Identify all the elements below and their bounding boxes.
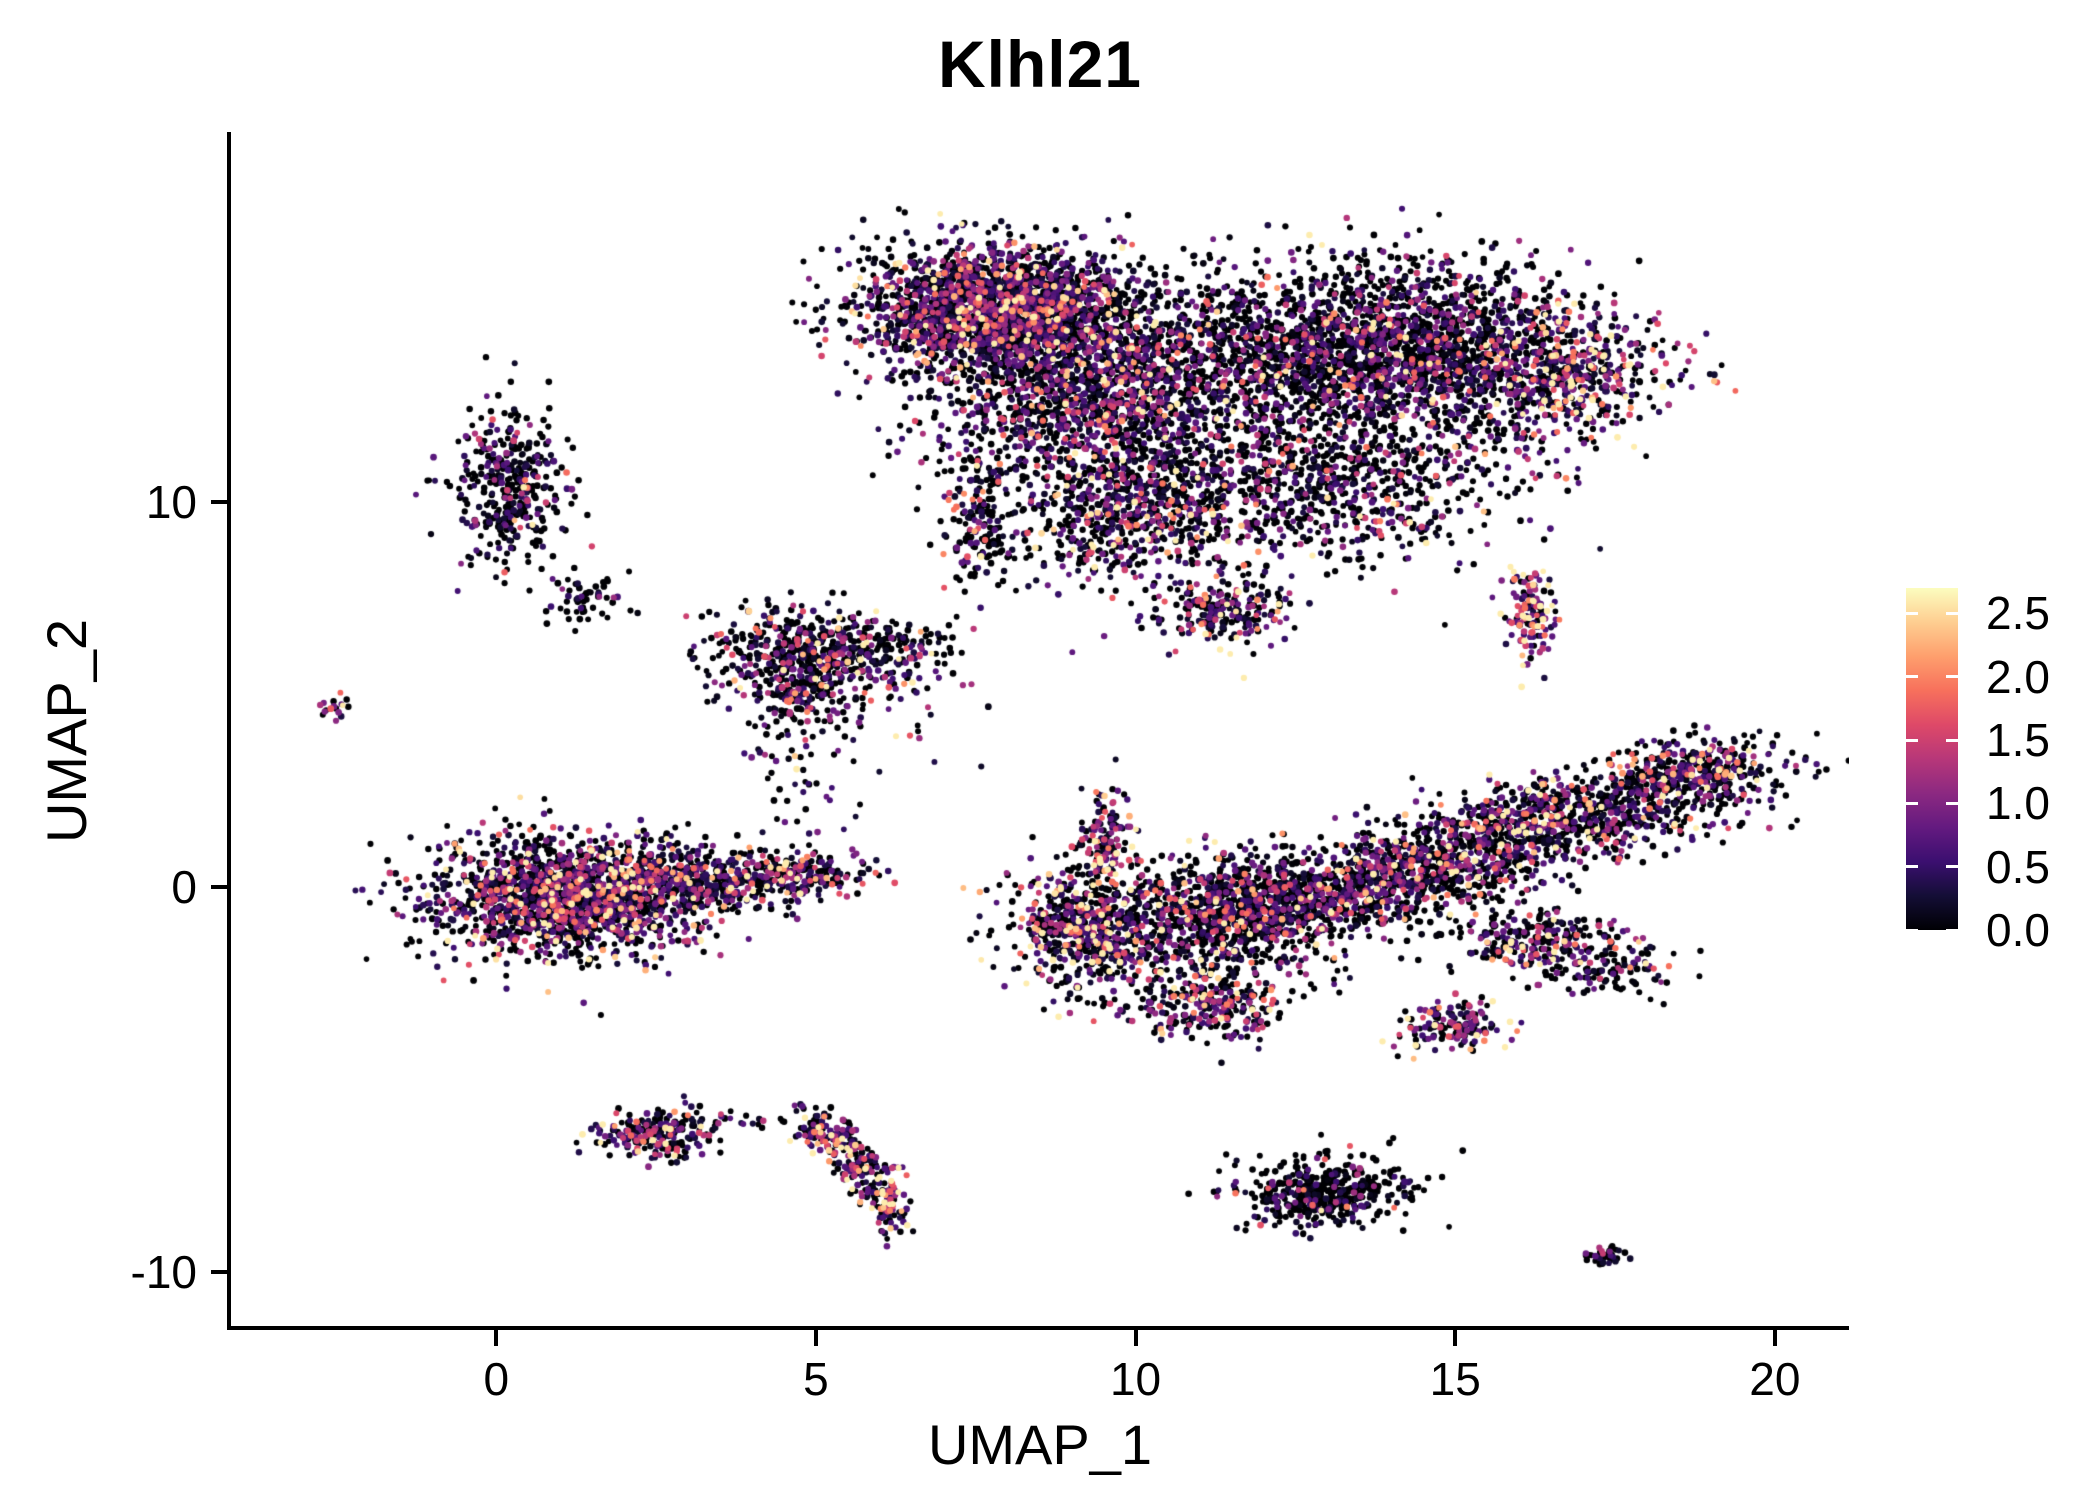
legend-tick-label: 2.5 [1986, 587, 2050, 640]
x-axis-label: UMAP_1 [927, 1413, 1153, 1476]
legend-tick-mark [1906, 675, 1918, 679]
plot-title: Klhl21 [937, 27, 1143, 101]
legend-tick-label: 0.0 [1986, 904, 2050, 956]
y-axis-tick-label: 0 [171, 860, 197, 913]
x-axis-tick-label: 15 [1429, 1353, 1481, 1405]
plot-area [231, 136, 1849, 1326]
y-axis-tick-mark [211, 499, 227, 504]
legend-tick-label: 1.5 [1986, 714, 2050, 766]
x-axis-tick-label: 10 [1109, 1353, 1162, 1405]
legend-colorbar [1906, 588, 1958, 932]
y-axis-line [227, 132, 231, 1330]
legend-tick-label: 1.0 [1986, 777, 2050, 830]
x-axis-tick-mark [1453, 1330, 1458, 1346]
umap-scatter-canvas [231, 136, 1849, 1326]
legend-tick-mark [1946, 928, 1958, 932]
y-axis-tick-label: 10 [145, 475, 197, 528]
legend-tick-label: 2.0 [1986, 650, 2050, 703]
y-axis-tick-mark [211, 884, 227, 889]
y-axis-tick-label: -10 [130, 1246, 197, 1299]
legend-tick-mark [1906, 928, 1918, 932]
legend-tick-mark [1946, 738, 1958, 742]
x-axis-tick-label: 5 [803, 1353, 829, 1405]
x-axis-line [227, 1326, 1849, 1330]
legend-tick-mark [1906, 611, 1918, 615]
x-axis-tick-mark [494, 1330, 499, 1346]
y-axis-tick-mark [211, 1270, 227, 1275]
legend-tick-mark [1906, 865, 1918, 869]
x-axis-tick-mark [1133, 1330, 1138, 1346]
legend-tick-mark [1946, 675, 1958, 679]
legend-tick-mark [1906, 738, 1918, 742]
x-axis-tick-mark [813, 1330, 818, 1346]
y-axis-label: UMAP_2 [35, 618, 98, 844]
x-axis-tick-mark [1772, 1330, 1777, 1346]
legend-tick-mark [1946, 801, 1958, 805]
legend-tick-mark [1906, 801, 1918, 805]
x-axis-tick-label: 0 [483, 1353, 510, 1405]
legend-tick-mark [1946, 865, 1958, 869]
legend-tick-label: 0.5 [1986, 840, 2050, 893]
x-axis-tick-label: 20 [1749, 1353, 1801, 1405]
legend-tick-mark [1946, 611, 1958, 615]
